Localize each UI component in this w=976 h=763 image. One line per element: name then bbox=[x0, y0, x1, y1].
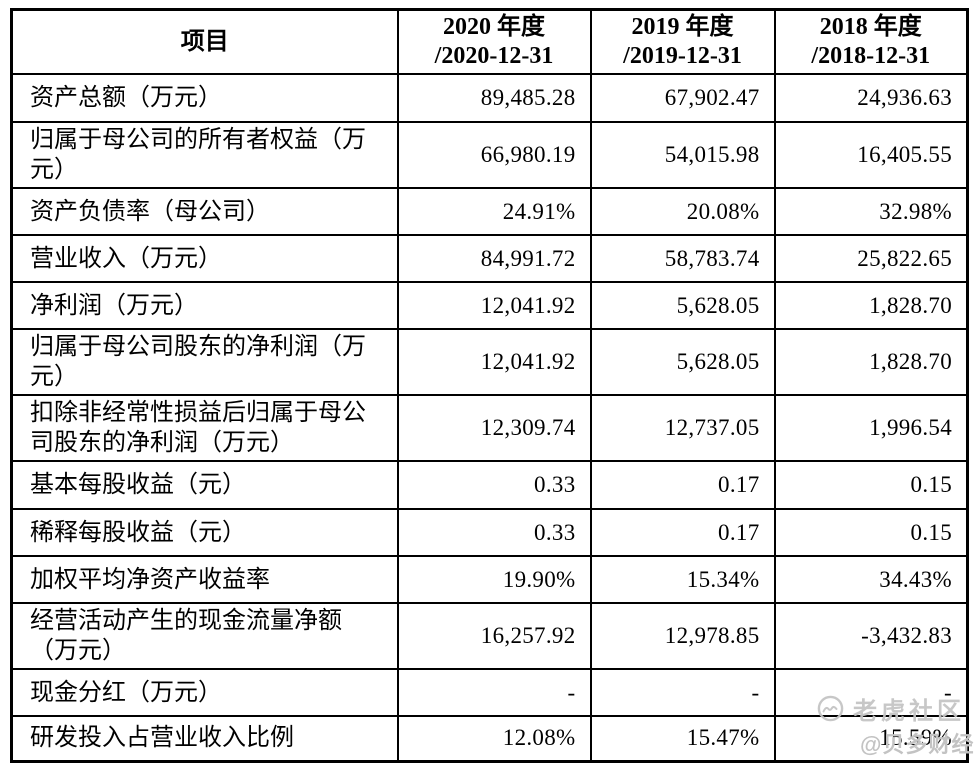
table-row-rd-ratio: 研发投入占营业收入比例 12.08% 15.47% 15.59% bbox=[10, 715, 969, 763]
period-year: 2019 年度 bbox=[631, 14, 734, 40]
value-2020: 16,257.92 bbox=[396, 602, 592, 670]
table-row-cash-dividend: 现金分红（万元） - - - bbox=[10, 668, 969, 717]
table-row-total-assets: 资产总额（万元） 89,485.28 67,902.47 24,936.63 bbox=[10, 73, 969, 123]
value-2019: 5,628.05 bbox=[589, 281, 776, 330]
value-2018: 25,822.65 bbox=[773, 234, 969, 283]
table-row-deducted-net-profit: 扣除非经常性损益后归属于母公司股东的净利润（万元） 12,309.74 12,7… bbox=[10, 394, 969, 462]
table-row-net-profit: 净利润（万元） 12,041.92 5,628.05 1,828.70 bbox=[10, 281, 969, 330]
header-period-2019: 2019 年度 /2019-12-31 bbox=[589, 8, 776, 75]
value-2018: 1,828.70 bbox=[773, 328, 969, 396]
value-2019: 15.34% bbox=[589, 555, 776, 604]
table-row-weighted-roe: 加权平均净资产收益率 19.90% 15.34% 34.43% bbox=[10, 555, 969, 604]
row-label: 研发投入占营业收入比例 bbox=[10, 715, 399, 763]
value-2018: 24,936.63 bbox=[773, 73, 969, 123]
value-2020: 0.33 bbox=[396, 508, 592, 557]
value-2020: - bbox=[396, 668, 592, 717]
financial-summary-table: 项目 2020 年度 /2020-12-31 2019 年度 /2019-12-… bbox=[10, 8, 969, 763]
period-year: 2020 年度 bbox=[443, 14, 545, 40]
value-2019: 20.08% bbox=[589, 187, 776, 236]
value-2020: 66,980.19 bbox=[396, 121, 592, 189]
value-2018: 32.98% bbox=[773, 187, 969, 236]
table-row-revenue: 营业收入（万元） 84,991.72 58,783.74 25,822.65 bbox=[10, 234, 969, 283]
value-2019: 58,783.74 bbox=[589, 234, 776, 283]
value-2019: 12,978.85 bbox=[589, 602, 776, 670]
row-label: 基本每股收益（元） bbox=[10, 460, 399, 510]
header-period-2020: 2020 年度 /2020-12-31 bbox=[396, 8, 592, 75]
value-2020: 84,991.72 bbox=[396, 234, 592, 283]
value-2018: 16,405.55 bbox=[773, 121, 969, 189]
row-label: 营业收入（万元） bbox=[10, 234, 399, 283]
row-label: 净利润（万元） bbox=[10, 281, 399, 330]
row-label: 加权平均净资产收益率 bbox=[10, 555, 399, 604]
row-label: 稀释每股收益（元） bbox=[10, 508, 399, 557]
header-item: 项目 bbox=[10, 8, 399, 75]
row-label: 资产总额（万元） bbox=[10, 73, 399, 123]
value-2019: 12,737.05 bbox=[589, 394, 776, 462]
row-label: 现金分红（万元） bbox=[10, 668, 399, 717]
row-label: 资产负债率（母公司） bbox=[10, 187, 399, 236]
value-2018: -3,432.83 bbox=[773, 602, 969, 670]
value-2020: 0.33 bbox=[396, 460, 592, 510]
value-2019: 15.47% bbox=[589, 715, 776, 763]
value-2018: 34.43% bbox=[773, 555, 969, 604]
period-date: /2019-12-31 bbox=[623, 43, 742, 69]
header-period-2018: 2018 年度 /2018-12-31 bbox=[773, 8, 969, 75]
value-2020: 12,041.92 bbox=[396, 328, 592, 396]
table-row-debt-ratio: 资产负债率（母公司） 24.91% 20.08% 32.98% bbox=[10, 187, 969, 236]
value-2018: 0.15 bbox=[773, 508, 969, 557]
value-2019: - bbox=[589, 668, 776, 717]
row-label: 归属于母公司股东的净利润（万元） bbox=[10, 328, 399, 396]
value-2018: 15.59% bbox=[773, 715, 969, 763]
value-2020: 19.90% bbox=[396, 555, 592, 604]
table-row-operating-cashflow: 经营活动产生的现金流量净额（万元） 16,257.92 12,978.85 -3… bbox=[10, 602, 969, 670]
table-row-parent-equity: 归属于母公司的所有者权益（万元） 66,980.19 54,015.98 16,… bbox=[10, 121, 969, 189]
period-year: 2018 年度 bbox=[819, 14, 922, 40]
value-2019: 0.17 bbox=[589, 460, 776, 510]
period-date: /2018-12-31 bbox=[811, 43, 931, 69]
value-2018: 0.15 bbox=[773, 460, 969, 510]
row-label: 扣除非经常性损益后归属于母公司股东的净利润（万元） bbox=[10, 394, 399, 462]
period-date: /2020-12-31 bbox=[434, 43, 554, 69]
row-label: 经营活动产生的现金流量净额（万元） bbox=[10, 602, 399, 670]
header-row: 项目 2020 年度 /2020-12-31 2019 年度 /2019-12-… bbox=[10, 8, 969, 75]
value-2020: 24.91% bbox=[396, 187, 592, 236]
value-2020: 12,309.74 bbox=[396, 394, 592, 462]
value-2018: - bbox=[773, 668, 969, 717]
value-2018: 1,828.70 bbox=[773, 281, 969, 330]
value-2020: 89,485.28 bbox=[396, 73, 592, 123]
value-2019: 5,628.05 bbox=[589, 328, 776, 396]
value-2019: 67,902.47 bbox=[589, 73, 776, 123]
value-2019: 54,015.98 bbox=[589, 121, 776, 189]
table-row-parent-net-profit: 归属于母公司股东的净利润（万元） 12,041.92 5,628.05 1,82… bbox=[10, 328, 969, 396]
table-row-diluted-eps: 稀释每股收益（元） 0.33 0.17 0.15 bbox=[10, 508, 969, 557]
value-2020: 12.08% bbox=[396, 715, 592, 763]
table-row-basic-eps: 基本每股收益（元） 0.33 0.17 0.15 bbox=[10, 460, 969, 510]
value-2020: 12,041.92 bbox=[396, 281, 592, 330]
value-2018: 1,996.54 bbox=[773, 394, 969, 462]
row-label: 归属于母公司的所有者权益（万元） bbox=[10, 121, 399, 189]
value-2019: 0.17 bbox=[589, 508, 776, 557]
